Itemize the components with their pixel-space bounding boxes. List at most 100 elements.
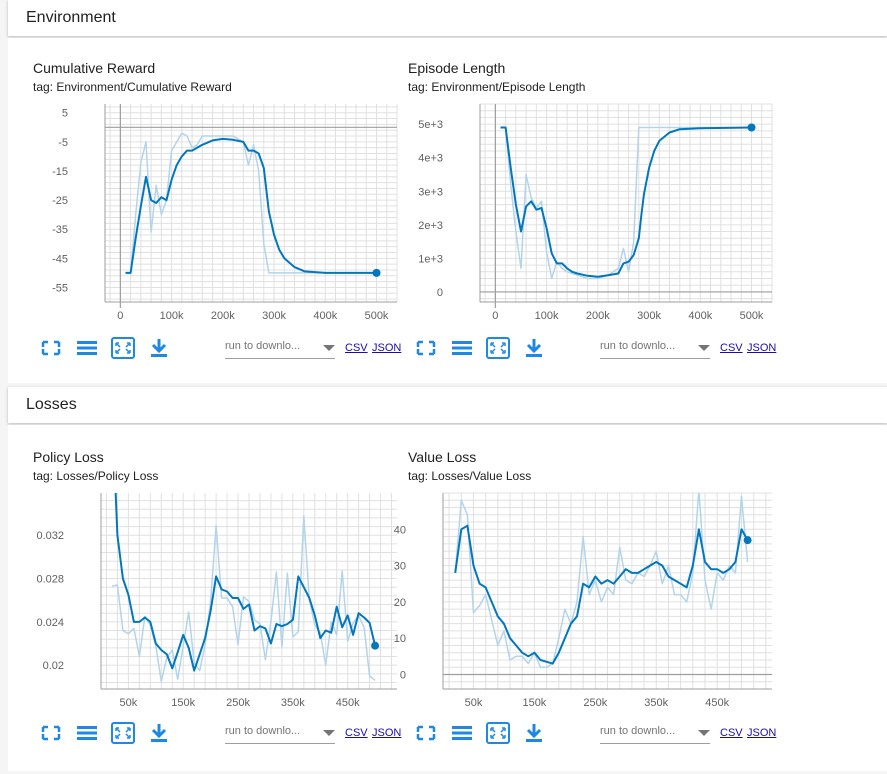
losses-section: Policy Loss tag: Losses/Policy Loss 50k 1…: [8, 425, 887, 771]
y-tick-label: 0: [400, 669, 406, 681]
run-select-value: run to downlo...: [600, 340, 676, 352]
y-tick-label: 10: [394, 633, 406, 645]
chart-toolbar: run to downlo... CSV JSON: [413, 721, 777, 745]
y-tick-label: 20: [394, 597, 406, 609]
y-tick-label: 0.032: [36, 530, 64, 542]
x-tick-label: 50k: [120, 697, 138, 709]
x-tick-label: 250k: [226, 697, 250, 709]
raw-series-line: [500, 126, 752, 280]
y-tick-label: 30: [394, 561, 406, 573]
losses-section-header[interactable]: Losses: [8, 387, 887, 423]
card-title: Episode Length: [408, 60, 506, 76]
chart-toolbar: run to downlo... CSV JSON: [38, 721, 402, 745]
y-tick-label: -45: [52, 253, 68, 265]
y-tick-label: 40: [394, 524, 406, 536]
json-link[interactable]: JSON: [747, 727, 777, 739]
json-link[interactable]: JSON: [372, 727, 402, 739]
y-tick-label: -5: [58, 137, 68, 149]
section-title: Environment: [26, 9, 116, 26]
x-tick-label: 0: [117, 310, 123, 322]
smoothed-series-line: [125, 137, 377, 274]
cumulative-reward-chart[interactable]: 0 100k 200k 300k 400k 500k 5 -5 -15 -25 -35 -45 -55: [8, 60, 408, 350]
run-select-value: run to downlo...: [225, 725, 301, 737]
smoothed-series-line: [454, 524, 749, 665]
fit-domain-icon[interactable]: [485, 721, 511, 745]
download-icon[interactable]: [146, 336, 172, 360]
x-tick-label: 0: [492, 310, 498, 322]
run-download-select[interactable]: run to downlo...: [225, 340, 335, 359]
x-tick-label: 350k: [281, 697, 305, 709]
card-tag: tag: Environment/Cumulative Reward: [33, 80, 232, 94]
run-select-value: run to downlo...: [600, 725, 676, 737]
card-title: Cumulative Reward: [33, 60, 156, 76]
list-icon[interactable]: [74, 721, 100, 745]
x-tick-label: 200k: [586, 310, 610, 322]
run-select-value: run to downlo...: [225, 340, 301, 352]
x-tick-label: 450k: [336, 697, 360, 709]
x-tick-label: 400k: [688, 310, 712, 322]
x-tick-label: 350k: [644, 697, 668, 709]
y-tick-label: -55: [52, 282, 68, 294]
x-tick-label: 500k: [365, 310, 389, 322]
json-link[interactable]: JSON: [372, 342, 402, 354]
run-download-select[interactable]: run to downlo...: [600, 340, 710, 359]
fullscreen-icon[interactable]: [413, 336, 439, 360]
list-icon[interactable]: [449, 721, 475, 745]
list-icon[interactable]: [74, 336, 100, 360]
value-loss-chart[interactable]: 50k 150k 250k 350k 450k 0 10 20 30 40: [383, 449, 783, 739]
last-point-marker: [371, 641, 380, 650]
csv-link[interactable]: CSV: [345, 727, 368, 739]
y-tick-label: 5: [62, 108, 68, 120]
download-icon[interactable]: [146, 721, 172, 745]
x-tick-label: 450k: [705, 697, 729, 709]
environment-section: Cumulative Reward tag: Environment/Cumul…: [8, 38, 887, 383]
y-tick-label: 2e+3: [418, 220, 443, 232]
fit-domain-icon[interactable]: [110, 721, 136, 745]
x-tick-label: 150k: [171, 697, 195, 709]
card-tag: tag: Environment/Episode Length: [408, 80, 586, 94]
environment-section-header[interactable]: Environment: [8, 0, 887, 36]
y-tick-label: 4e+3: [418, 153, 443, 165]
download-icon[interactable]: [521, 336, 547, 360]
policy-loss-chart[interactable]: 50k 150k 250k 350k 450k 0.02 0.024 0.028 0.032: [8, 449, 408, 739]
fullscreen-icon[interactable]: [413, 721, 439, 745]
card-title: Policy Loss: [33, 449, 104, 465]
download-icon[interactable]: [521, 721, 547, 745]
x-tick-label: 500k: [740, 310, 764, 322]
csv-link[interactable]: CSV: [720, 342, 743, 354]
policy-loss-card: Policy Loss tag: Losses/Policy Loss 50k 1…: [8, 449, 401, 764]
x-tick-label: 400k: [313, 310, 337, 322]
smoothed-series-line: [114, 493, 377, 672]
episode-length-chart[interactable]: 0 100k 200k 300k 400k 500k 0 1e+3 2e+3 3e+3 4e+3 5e…: [383, 60, 783, 350]
chevron-down-icon: [698, 730, 710, 736]
x-tick-label: 200k: [211, 310, 235, 322]
run-download-select[interactable]: run to downlo...: [600, 725, 710, 744]
y-tick-label: 5e+3: [418, 119, 443, 131]
run-download-select[interactable]: run to downlo...: [225, 725, 335, 744]
raw-series-line: [125, 132, 377, 274]
x-tick-label: 100k: [160, 310, 184, 322]
card-tag: tag: Losses/Value Loss: [408, 469, 532, 483]
fullscreen-icon[interactable]: [38, 721, 64, 745]
y-tick-label: 1e+3: [418, 253, 443, 265]
section-title: Losses: [26, 396, 77, 413]
csv-link[interactable]: CSV: [720, 727, 743, 739]
y-tick-label: -25: [52, 195, 68, 207]
chart-toolbar: run to downlo... CSV JSON: [413, 336, 777, 360]
csv-link[interactable]: CSV: [345, 342, 368, 354]
json-link[interactable]: JSON: [747, 342, 777, 354]
smoothed-series-line: [500, 126, 752, 278]
fit-domain-icon[interactable]: [485, 336, 511, 360]
x-tick-label: 150k: [522, 697, 546, 709]
last-point-marker: [372, 268, 381, 277]
fullscreen-icon[interactable]: [38, 336, 64, 360]
chevron-down-icon: [323, 345, 335, 351]
list-icon[interactable]: [449, 336, 475, 360]
y-tick-label: 0.028: [36, 574, 64, 586]
card-title: Value Loss: [408, 449, 477, 465]
x-tick-label: 300k: [637, 310, 661, 322]
chevron-down-icon: [698, 345, 710, 351]
fit-domain-icon[interactable]: [110, 336, 136, 360]
y-tick-label: 0: [437, 287, 443, 299]
y-tick-label: -35: [52, 224, 68, 236]
